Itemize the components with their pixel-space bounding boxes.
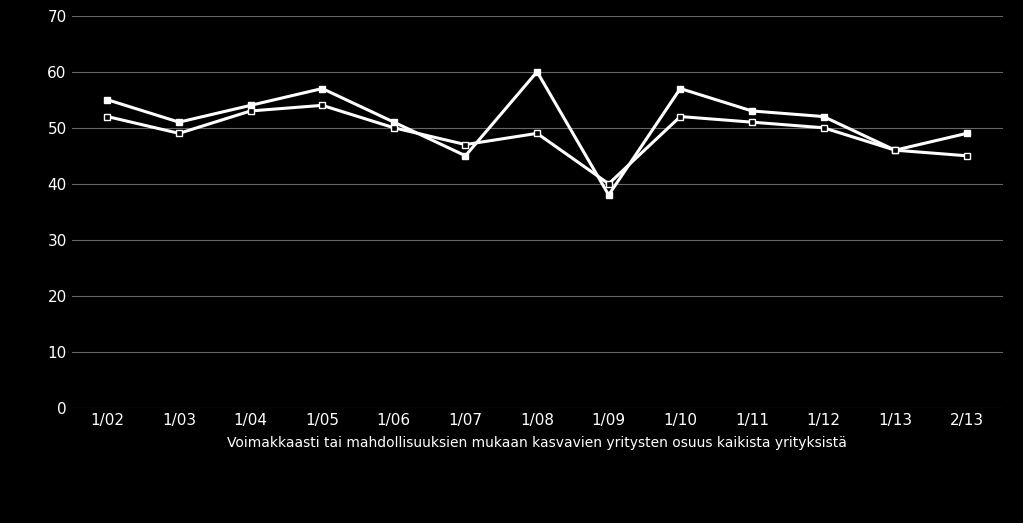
Uusimaa — [746, 108, 758, 114]
Koko maa — [674, 113, 686, 120]
Koko maa — [244, 108, 257, 114]
Uusimaa — [388, 119, 400, 126]
Koko maa — [603, 180, 615, 187]
Uusimaa — [603, 192, 615, 198]
Uusimaa — [459, 153, 472, 159]
Uusimaa — [101, 97, 114, 103]
Uusimaa — [173, 119, 185, 126]
Line: Koko maa: Koko maa — [104, 102, 970, 187]
Uusimaa — [531, 69, 543, 75]
Koko maa — [388, 124, 400, 131]
Uusimaa — [244, 102, 257, 108]
Uusimaa — [674, 85, 686, 92]
Koko maa — [101, 113, 114, 120]
Koko maa — [817, 124, 830, 131]
X-axis label: Voimakkaasti tai mahdollisuuksien mukaan kasvavien yritysten osuus kaikista yrit: Voimakkaasti tai mahdollisuuksien mukaan… — [227, 436, 847, 450]
Koko maa — [316, 102, 328, 108]
Line: Uusimaa: Uusimaa — [104, 69, 970, 198]
Koko maa — [459, 141, 472, 147]
Koko maa — [961, 153, 973, 159]
Uusimaa — [889, 147, 901, 153]
Uusimaa — [961, 130, 973, 137]
Uusimaa — [316, 85, 328, 92]
Koko maa — [746, 119, 758, 126]
Uusimaa — [817, 113, 830, 120]
Koko maa — [173, 130, 185, 137]
Koko maa — [531, 130, 543, 137]
Koko maa — [889, 147, 901, 153]
